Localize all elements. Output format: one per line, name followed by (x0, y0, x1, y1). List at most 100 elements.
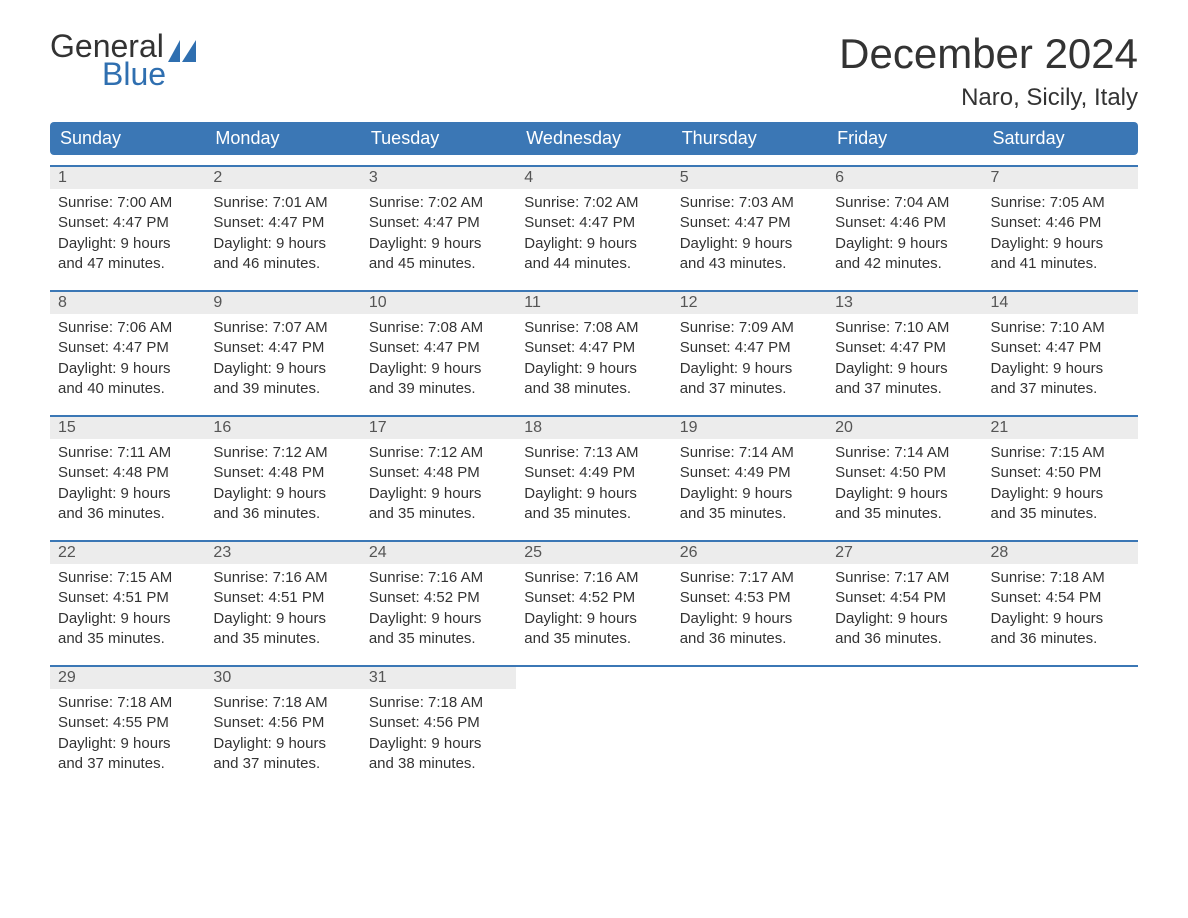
day-body: Sunrise: 7:00 AMSunset: 4:47 PMDaylight:… (50, 189, 205, 280)
day-body: Sunrise: 7:18 AMSunset: 4:55 PMDaylight:… (50, 689, 205, 780)
sunset-line: Sunset: 4:46 PM (835, 213, 974, 233)
daylight-line-1: Daylight: 9 hours (680, 234, 819, 254)
sunrise-line: Sunrise: 7:18 AM (58, 693, 197, 713)
weeks-container: 1Sunrise: 7:00 AMSunset: 4:47 PMDaylight… (50, 165, 1138, 780)
sunrise-line: Sunrise: 7:08 AM (524, 318, 663, 338)
sunset-line: Sunset: 4:49 PM (680, 463, 819, 483)
sunrise-line: Sunrise: 7:16 AM (369, 568, 508, 588)
daylight-line-2: and 35 minutes. (369, 504, 508, 524)
daylight-line-2: and 35 minutes. (58, 629, 197, 649)
daylight-line-2: and 36 minutes. (58, 504, 197, 524)
daylight-line-1: Daylight: 9 hours (369, 484, 508, 504)
day-cell: 27Sunrise: 7:17 AMSunset: 4:54 PMDayligh… (827, 542, 982, 655)
day-body: Sunrise: 7:04 AMSunset: 4:46 PMDaylight:… (827, 189, 982, 280)
week-row: 8Sunrise: 7:06 AMSunset: 4:47 PMDaylight… (50, 290, 1138, 405)
daylight-line-2: and 36 minutes. (680, 629, 819, 649)
day-number: 29 (50, 667, 205, 689)
day-body: Sunrise: 7:10 AMSunset: 4:47 PMDaylight:… (983, 314, 1138, 405)
daylight-line-1: Daylight: 9 hours (213, 734, 352, 754)
page-header: General Blue December 2024 Naro, Sicily,… (50, 30, 1138, 112)
sunset-line: Sunset: 4:54 PM (991, 588, 1130, 608)
daylight-line-1: Daylight: 9 hours (369, 609, 508, 629)
day-cell (672, 667, 827, 780)
sunset-line: Sunset: 4:47 PM (369, 213, 508, 233)
day-cell: 9 Sunrise: 7:07 AMSunset: 4:47 PMDaylight… (205, 292, 360, 405)
day-body: Sunrise: 7:14 AMSunset: 4:49 PMDaylight:… (672, 439, 827, 530)
title-block: December 2024 Naro, Sicily, Italy (839, 30, 1138, 112)
day-number: 9 (205, 292, 360, 314)
day-number: 14 (983, 292, 1138, 314)
daylight-line-1: Daylight: 9 hours (369, 234, 508, 254)
day-cell: 26Sunrise: 7:17 AMSunset: 4:53 PMDayligh… (672, 542, 827, 655)
daylight-line-2: and 35 minutes. (524, 504, 663, 524)
day-number: 16 (205, 417, 360, 439)
day-cell: 14Sunrise: 7:10 AMSunset: 4:47 PMDayligh… (983, 292, 1138, 405)
daylight-line-2: and 46 minutes. (213, 254, 352, 274)
day-body: Sunrise: 7:14 AMSunset: 4:50 PMDaylight:… (827, 439, 982, 530)
dayhead-wednesday: Wednesday (516, 122, 671, 155)
daylight-line-1: Daylight: 9 hours (58, 734, 197, 754)
sunset-line: Sunset: 4:47 PM (369, 338, 508, 358)
sunset-line: Sunset: 4:47 PM (213, 213, 352, 233)
day-number: 18 (516, 417, 671, 439)
daylight-line-1: Daylight: 9 hours (835, 609, 974, 629)
sunrise-line: Sunrise: 7:10 AM (835, 318, 974, 338)
day-cell (516, 667, 671, 780)
day-body: Sunrise: 7:12 AMSunset: 4:48 PMDaylight:… (205, 439, 360, 530)
daylight-line-2: and 40 minutes. (58, 379, 197, 399)
day-body: Sunrise: 7:06 AMSunset: 4:47 PMDaylight:… (50, 314, 205, 405)
daylight-line-1: Daylight: 9 hours (991, 234, 1130, 254)
day-cell: 6Sunrise: 7:04 AMSunset: 4:46 PMDaylight… (827, 167, 982, 280)
sunset-line: Sunset: 4:47 PM (213, 338, 352, 358)
sunrise-line: Sunrise: 7:07 AM (213, 318, 352, 338)
daylight-line-1: Daylight: 9 hours (58, 359, 197, 379)
sunrise-line: Sunrise: 7:08 AM (369, 318, 508, 338)
week-row: 22Sunrise: 7:15 AMSunset: 4:51 PMDayligh… (50, 540, 1138, 655)
day-cell: 15Sunrise: 7:11 AMSunset: 4:48 PMDayligh… (50, 417, 205, 530)
day-number: 15 (50, 417, 205, 439)
daylight-line-2: and 36 minutes. (991, 629, 1130, 649)
sunset-line: Sunset: 4:52 PM (524, 588, 663, 608)
day-body: Sunrise: 7:18 AMSunset: 4:56 PMDaylight:… (205, 689, 360, 780)
daylight-line-1: Daylight: 9 hours (369, 734, 508, 754)
sunrise-line: Sunrise: 7:00 AM (58, 193, 197, 213)
sunrise-line: Sunrise: 7:15 AM (991, 443, 1130, 463)
day-number: 10 (361, 292, 516, 314)
dayhead-sunday: Sunday (50, 122, 205, 155)
sunset-line: Sunset: 4:47 PM (58, 338, 197, 358)
daylight-line-1: Daylight: 9 hours (213, 609, 352, 629)
day-body: Sunrise: 7:08 AMSunset: 4:47 PMDaylight:… (361, 314, 516, 405)
daylight-line-1: Daylight: 9 hours (524, 359, 663, 379)
dayhead-monday: Monday (205, 122, 360, 155)
day-body: Sunrise: 7:05 AMSunset: 4:46 PMDaylight:… (983, 189, 1138, 280)
day-cell: 16Sunrise: 7:12 AMSunset: 4:48 PMDayligh… (205, 417, 360, 530)
daylight-line-2: and 35 minutes. (369, 629, 508, 649)
dayhead-thursday: Thursday (672, 122, 827, 155)
sunrise-line: Sunrise: 7:18 AM (991, 568, 1130, 588)
daylight-line-2: and 37 minutes. (213, 754, 352, 774)
sunrise-line: Sunrise: 7:01 AM (213, 193, 352, 213)
day-number: 31 (361, 667, 516, 689)
dayhead-friday: Friday (827, 122, 982, 155)
day-body: Sunrise: 7:18 AMSunset: 4:56 PMDaylight:… (361, 689, 516, 780)
daylight-line-1: Daylight: 9 hours (213, 359, 352, 379)
day-body: Sunrise: 7:18 AMSunset: 4:54 PMDaylight:… (983, 564, 1138, 655)
daylight-line-1: Daylight: 9 hours (991, 609, 1130, 629)
daylight-line-2: and 37 minutes. (58, 754, 197, 774)
day-number: 26 (672, 542, 827, 564)
day-number: 7 (983, 167, 1138, 189)
sunrise-line: Sunrise: 7:06 AM (58, 318, 197, 338)
sunrise-line: Sunrise: 7:10 AM (991, 318, 1130, 338)
day-number: 23 (205, 542, 360, 564)
daylight-line-1: Daylight: 9 hours (58, 609, 197, 629)
sunset-line: Sunset: 4:51 PM (213, 588, 352, 608)
daylight-line-2: and 37 minutes. (680, 379, 819, 399)
daylight-line-2: and 39 minutes. (213, 379, 352, 399)
week-row: 15Sunrise: 7:11 AMSunset: 4:48 PMDayligh… (50, 415, 1138, 530)
day-body: Sunrise: 7:10 AMSunset: 4:47 PMDaylight:… (827, 314, 982, 405)
daylight-line-2: and 45 minutes. (369, 254, 508, 274)
day-cell: 31Sunrise: 7:18 AMSunset: 4:56 PMDayligh… (361, 667, 516, 780)
day-body: Sunrise: 7:17 AMSunset: 4:53 PMDaylight:… (672, 564, 827, 655)
sunset-line: Sunset: 4:51 PM (58, 588, 197, 608)
sunset-line: Sunset: 4:56 PM (369, 713, 508, 733)
